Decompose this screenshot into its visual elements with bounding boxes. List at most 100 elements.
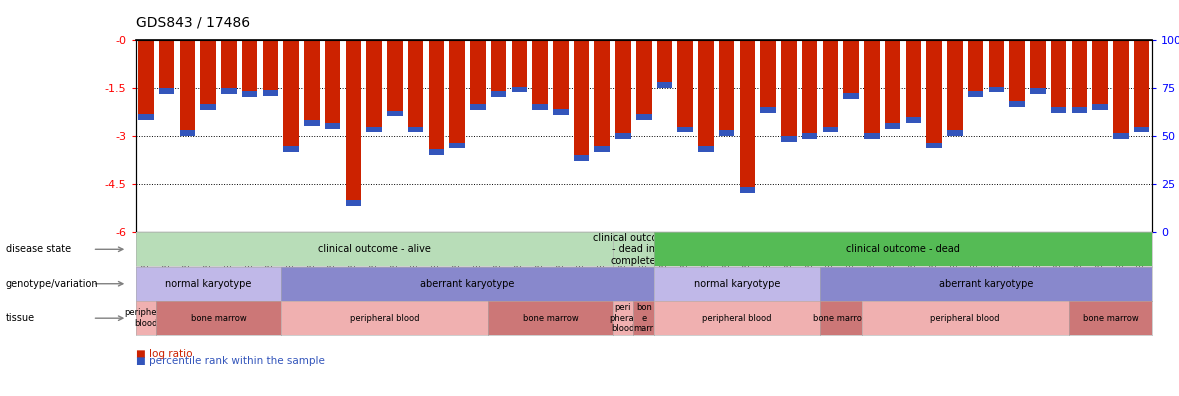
Bar [553,40,568,115]
Bar [1030,40,1046,94]
Bar [138,40,153,120]
Bar [968,40,983,97]
Text: peripheral
blood: peripheral blood [124,308,167,328]
Text: aberrant karyotype: aberrant karyotype [420,279,514,289]
Bar [905,40,921,123]
Bar [283,40,299,152]
Bar [159,88,174,94]
Bar [698,146,713,152]
Text: peripheral blood: peripheral blood [350,314,420,323]
Bar [1113,133,1128,139]
Bar [387,40,402,116]
Text: bone marrow: bone marrow [522,314,578,323]
Bar [885,124,901,129]
Bar [615,133,631,139]
Bar [927,143,942,148]
Bar [657,82,672,88]
Bar [823,127,838,132]
Text: ■ log ratio: ■ log ratio [136,348,192,359]
Bar [739,187,756,193]
Bar [553,109,568,115]
Bar [532,104,548,110]
Text: bone marrow: bone marrow [1082,314,1138,323]
Bar [263,40,278,95]
Bar [927,40,942,148]
Bar [512,87,527,92]
Bar [1009,101,1025,107]
Text: GDS843 / 17486: GDS843 / 17486 [136,16,250,30]
Text: genotype/variation: genotype/variation [6,279,99,289]
Text: peripheral blood: peripheral blood [703,314,772,323]
Bar [242,40,257,97]
Bar [470,104,486,110]
Bar [782,40,797,142]
Bar [367,40,382,132]
Bar [1134,40,1150,132]
Bar [678,127,693,132]
Bar [574,40,590,161]
Bar [1030,88,1046,94]
Bar [1092,40,1108,110]
Bar [574,156,590,161]
Bar [1050,107,1066,113]
Bar [760,107,776,113]
Bar [490,91,506,97]
Bar [635,40,652,120]
Text: clinical outcome - dead: clinical outcome - dead [847,244,960,254]
Bar [179,130,196,135]
Bar [802,133,817,139]
Bar [428,40,444,155]
Text: bone marrow: bone marrow [812,314,869,323]
Text: ■ percentile rank within the sample: ■ percentile rank within the sample [136,356,324,366]
Bar [698,40,713,152]
Bar [449,143,465,148]
Bar [179,40,196,135]
Bar [159,40,174,94]
Bar [304,40,320,126]
Bar [325,124,341,129]
Bar [242,91,257,97]
Bar [635,114,652,120]
Bar [263,90,278,95]
Bar [657,40,672,88]
Bar [408,127,423,132]
Bar [947,40,962,135]
Bar [200,104,216,110]
Text: disease state: disease state [6,244,71,254]
Bar [947,130,962,135]
Bar [387,110,402,116]
Bar [719,40,735,135]
Bar [594,40,610,152]
Bar [1113,40,1128,139]
Bar [345,200,361,206]
Bar [222,40,237,94]
Bar [678,40,693,132]
Text: normal karyotype: normal karyotype [694,279,780,289]
Bar [782,136,797,142]
Bar [594,146,610,152]
Bar [428,149,444,155]
Text: bone marrow: bone marrow [191,314,246,323]
Text: tissue: tissue [6,313,35,323]
Text: normal karyotype: normal karyotype [165,279,251,289]
Bar [222,88,237,94]
Bar [532,40,548,110]
Bar [325,40,341,129]
Bar [470,40,486,110]
Bar [367,127,382,132]
Bar [885,40,901,129]
Text: bon
e
marr: bon e marr [633,303,654,333]
Bar [1050,40,1066,113]
Bar [739,40,756,193]
Bar [802,40,817,139]
Text: clinical outcome - alive: clinical outcome - alive [317,244,430,254]
Text: clinical outcome
- dead in
complete: clinical outcome - dead in complete [593,233,673,266]
Text: peri
pheral
blood: peri pheral blood [610,303,637,333]
Bar [1009,40,1025,107]
Bar [200,40,216,110]
Bar [138,114,153,120]
Bar [864,40,880,139]
Bar [490,40,506,97]
Bar [823,40,838,132]
Bar [988,40,1005,92]
